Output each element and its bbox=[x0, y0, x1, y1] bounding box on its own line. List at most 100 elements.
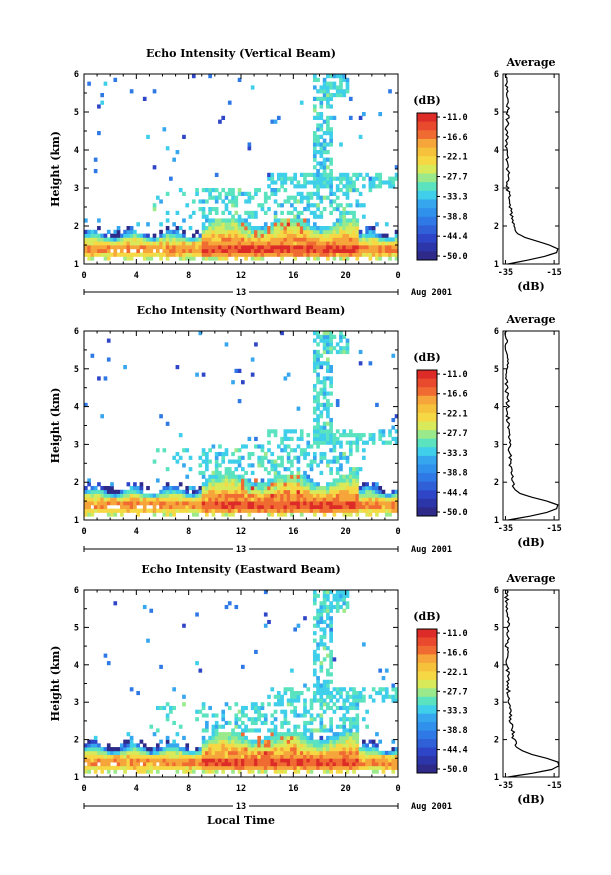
heatmap-cell bbox=[133, 485, 137, 491]
heatmap-cell bbox=[319, 184, 324, 189]
heatmap-cell bbox=[309, 489, 314, 494]
heatmap-cell bbox=[185, 769, 190, 774]
heatmap-cell bbox=[296, 758, 301, 763]
heatmap-cell bbox=[149, 241, 154, 246]
heatmap-cell bbox=[227, 705, 232, 711]
heatmap-cell bbox=[119, 762, 124, 767]
heatmap-cell bbox=[322, 391, 327, 396]
heatmap-cell bbox=[306, 728, 311, 733]
heatmap-cell bbox=[136, 747, 140, 752]
heatmap-cell bbox=[345, 705, 350, 711]
heatmap-cell bbox=[273, 482, 278, 487]
heatmap-cell bbox=[339, 485, 343, 491]
heatmap-cell bbox=[146, 501, 150, 506]
heatmap-cell bbox=[254, 233, 258, 238]
heatmap-cell bbox=[312, 649, 317, 654]
heatmap-cell bbox=[348, 493, 353, 498]
heatmap-cell bbox=[247, 728, 252, 733]
heatmap-cell bbox=[384, 241, 389, 246]
heatmap-cell bbox=[322, 597, 327, 602]
heatmap-cell bbox=[244, 444, 248, 449]
heatmap-cell bbox=[362, 743, 366, 748]
heatmap-cell bbox=[303, 482, 307, 487]
heatmap-cell bbox=[93, 157, 98, 162]
heatmap-cell bbox=[329, 664, 333, 669]
heatmap-cell bbox=[100, 252, 105, 257]
heatmap-cell bbox=[316, 414, 320, 419]
heatmap-cell bbox=[329, 769, 333, 774]
heatmap-cell bbox=[227, 758, 232, 763]
heatmap-cell bbox=[257, 493, 262, 498]
heatmap-cell bbox=[100, 493, 105, 498]
heatmap-cell bbox=[270, 241, 275, 246]
x-tick-label: 16 bbox=[288, 784, 298, 794]
heatmap-cell bbox=[329, 747, 333, 752]
heatmap-cell bbox=[267, 237, 271, 242]
heatmap-cell bbox=[316, 690, 320, 696]
heatmap-cell bbox=[303, 747, 307, 752]
heatmap-cell bbox=[322, 590, 327, 595]
heatmap-cell bbox=[188, 769, 193, 774]
heatmap-cell bbox=[326, 501, 330, 506]
heatmap-cell bbox=[280, 489, 284, 494]
heatmap-cell bbox=[87, 769, 91, 774]
heatmap-cell bbox=[316, 357, 320, 362]
heatmap-cell bbox=[129, 743, 134, 748]
heatmap-cell bbox=[234, 241, 239, 246]
colorbar-tick-label: -44.4 bbox=[442, 746, 468, 756]
heatmap-cell bbox=[335, 195, 340, 200]
heatmap-cell bbox=[316, 77, 320, 82]
heatmap-cell bbox=[312, 383, 317, 389]
heatmap-cell bbox=[296, 459, 301, 464]
heatmap-cell bbox=[221, 218, 226, 223]
heatmap-cell bbox=[316, 485, 320, 491]
heatmap-cell bbox=[296, 252, 301, 257]
heatmap-cell bbox=[267, 754, 271, 759]
heatmap-cell bbox=[119, 758, 124, 763]
heatmap-cell bbox=[214, 724, 219, 729]
heatmap-cell bbox=[312, 489, 317, 494]
heatmap-cell bbox=[290, 732, 294, 737]
heatmap-cell bbox=[339, 180, 343, 185]
heatmap-cell bbox=[142, 493, 147, 498]
heatmap-cell bbox=[309, 713, 314, 718]
heatmap-cell bbox=[319, 142, 324, 147]
heatmap-cell bbox=[260, 226, 265, 231]
heatmap-cell bbox=[394, 436, 399, 442]
heatmap-cell bbox=[149, 501, 154, 506]
heatmap-cell bbox=[368, 229, 373, 234]
heatmap-cell bbox=[182, 493, 186, 498]
heatmap-cell bbox=[335, 593, 340, 598]
heatmap-cell bbox=[178, 747, 183, 752]
heatmap-cell bbox=[342, 241, 347, 246]
heatmap-cell bbox=[358, 501, 363, 506]
heatmap-cell bbox=[286, 436, 291, 442]
heatmap-cell bbox=[309, 444, 314, 449]
heatmap-cell bbox=[250, 720, 255, 726]
heatmap-cell bbox=[312, 85, 317, 90]
heatmap-cell bbox=[260, 233, 265, 238]
heatmap-cell bbox=[296, 180, 301, 185]
heatmap-cell bbox=[234, 226, 239, 231]
heatmap-cell bbox=[241, 444, 245, 449]
heatmap-cell bbox=[270, 467, 275, 472]
heatmap-cell bbox=[260, 769, 265, 774]
heatmap-cell bbox=[241, 743, 245, 748]
heatmap-cell bbox=[273, 191, 278, 196]
heatmap-cell bbox=[162, 765, 167, 770]
heatmap-cell bbox=[195, 188, 199, 193]
heatmap-cell bbox=[342, 702, 347, 707]
heatmap-cell bbox=[319, 134, 324, 139]
heatmap-cell bbox=[329, 743, 333, 748]
heatmap-cell bbox=[375, 402, 379, 407]
heatmap-cell bbox=[322, 601, 327, 606]
heatmap-cell bbox=[322, 119, 327, 124]
heatmap-cell bbox=[303, 474, 307, 479]
heatmap-cell bbox=[191, 769, 196, 774]
heatmap-cell bbox=[110, 245, 114, 250]
heatmap-cell bbox=[388, 765, 392, 770]
heatmap-cell bbox=[231, 769, 235, 774]
heatmap-cell bbox=[358, 245, 363, 250]
heatmap-cell bbox=[358, 252, 363, 257]
heatmap-cell bbox=[146, 237, 150, 242]
